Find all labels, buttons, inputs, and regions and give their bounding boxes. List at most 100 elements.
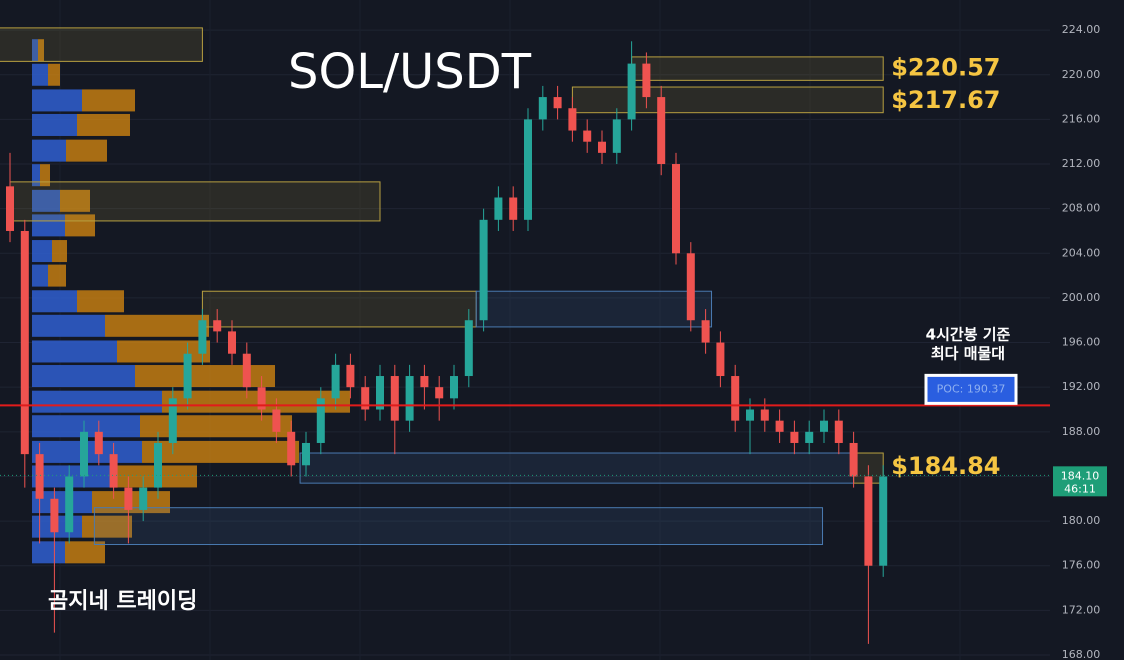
y-tick-label: 180.00 xyxy=(1062,514,1101,527)
candle-body xyxy=(124,487,133,510)
profile-buy xyxy=(32,189,60,212)
y-tick-label: 204.00 xyxy=(1062,246,1101,259)
y-tick-label: 200.00 xyxy=(1062,291,1101,304)
candle-body xyxy=(65,476,74,533)
price-zone xyxy=(299,452,855,484)
profile-sell xyxy=(162,390,350,413)
candle-body xyxy=(568,108,577,131)
poc-box xyxy=(924,373,1018,405)
candle-body xyxy=(272,409,281,432)
candle-body xyxy=(849,442,858,477)
profile-sell xyxy=(40,164,50,187)
candle-body xyxy=(302,442,310,466)
candle-body xyxy=(642,63,651,98)
candle-body xyxy=(450,376,458,399)
profile-buy xyxy=(32,39,38,62)
candle-body xyxy=(657,97,666,165)
profile-sell xyxy=(142,440,299,463)
y-tick-label: 168.00 xyxy=(1062,648,1101,660)
zone-price-label: $184.84 xyxy=(891,452,1000,480)
price-zone xyxy=(0,27,203,62)
candle-body xyxy=(405,376,414,421)
price-zone xyxy=(631,56,884,81)
candle-body xyxy=(790,431,799,443)
chart-title: SOL/USDT xyxy=(288,44,532,100)
y-tick-label: 196.00 xyxy=(1062,336,1101,349)
candle-body xyxy=(198,320,207,354)
price-zone xyxy=(571,86,884,114)
overlay: $220.57 $217.67 $184.84 POC: 190.37 4시간봉 기준최… xyxy=(0,53,1107,497)
last-price-box xyxy=(1053,466,1107,497)
profile-sell xyxy=(38,39,44,62)
profile-sell xyxy=(48,63,60,86)
candle-body xyxy=(242,353,251,388)
candle-body xyxy=(538,97,547,120)
profile-buy xyxy=(32,314,105,337)
candle-body xyxy=(509,197,518,220)
candle-body xyxy=(50,498,59,533)
candle-body xyxy=(731,376,740,421)
candle-body xyxy=(257,387,266,410)
candle-body xyxy=(701,320,710,343)
watermark: 곰지네 트레이딩 xyxy=(48,589,197,614)
profile-sell xyxy=(77,290,124,313)
profile-sell xyxy=(66,139,107,162)
candle-body xyxy=(627,63,636,120)
candle-body xyxy=(80,431,88,477)
candle-body xyxy=(760,409,769,421)
y-tick-label: 212.00 xyxy=(1062,157,1101,170)
candle-body xyxy=(6,186,14,231)
profile-buy xyxy=(32,340,117,363)
poc-label: POC: 190.37 xyxy=(937,382,1006,395)
profile-sell xyxy=(48,264,66,287)
candle-body xyxy=(864,476,873,566)
candle-body xyxy=(109,454,118,488)
price-zone xyxy=(201,290,477,328)
y-tick-label: 216.00 xyxy=(1062,112,1101,125)
profile-buy xyxy=(32,264,48,287)
candle-body xyxy=(154,442,162,488)
y-tick-label: 192.00 xyxy=(1062,380,1101,393)
profile-sell xyxy=(82,89,135,112)
candle-body xyxy=(553,97,562,109)
candle-body xyxy=(746,409,754,421)
profile-buy xyxy=(32,139,66,162)
candle-body xyxy=(361,387,370,410)
candle-body xyxy=(20,230,29,455)
price-zone xyxy=(475,290,713,328)
candle-body xyxy=(139,487,148,510)
candle-body xyxy=(390,376,399,421)
zone-price-label: $217.67 xyxy=(891,86,1000,114)
candle-body xyxy=(834,420,843,443)
candle-body xyxy=(316,398,325,443)
candle-body xyxy=(168,398,177,443)
profile-sell xyxy=(65,541,105,564)
profile-buy xyxy=(32,390,162,413)
price-zone xyxy=(93,507,824,546)
candle-body xyxy=(228,331,236,354)
candle-body xyxy=(672,164,680,254)
candle-body xyxy=(435,387,444,399)
profile-sell xyxy=(135,365,275,388)
y-tick-label: 208.00 xyxy=(1062,202,1101,215)
zones xyxy=(0,27,884,546)
countdown-label: 46:11 xyxy=(1064,482,1096,495)
candle-body xyxy=(612,119,621,153)
candle-body xyxy=(183,353,192,399)
candle-body xyxy=(35,454,44,499)
candle-body xyxy=(287,431,296,466)
candle-body xyxy=(94,431,103,455)
profile-buy xyxy=(32,491,92,514)
candle-body xyxy=(686,253,695,321)
profile-buy xyxy=(32,113,77,136)
y-tick-label: 220.00 xyxy=(1062,68,1101,81)
y-tick-label: 172.00 xyxy=(1062,603,1101,616)
profile-sell xyxy=(105,314,209,337)
profile-buy xyxy=(32,240,52,263)
candle-body xyxy=(464,320,473,377)
poc-note: 최다 매물대 xyxy=(931,345,1005,363)
profile-buy xyxy=(32,290,77,313)
profile-sell xyxy=(77,113,130,136)
profile-sell xyxy=(140,415,292,438)
candle-body xyxy=(879,476,888,566)
